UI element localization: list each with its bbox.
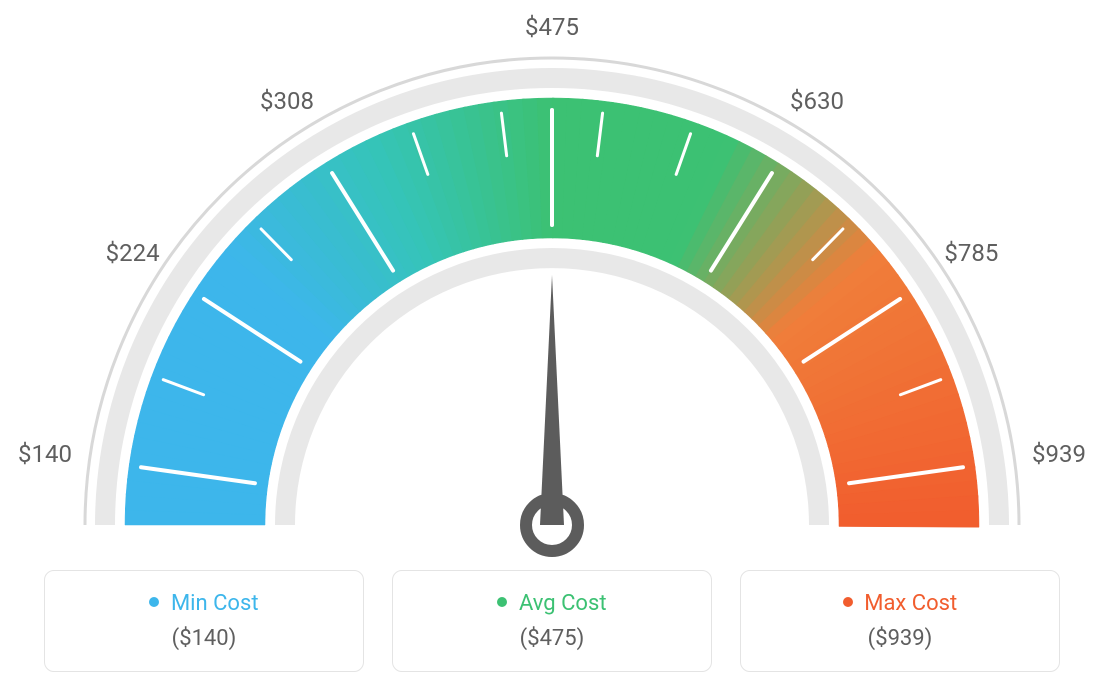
legend-max-card: Max Cost ($939)	[740, 570, 1060, 672]
gauge-tick-label: $630	[790, 87, 844, 115]
legend-max-dot	[843, 597, 853, 607]
gauge-tick-label: $939	[1032, 440, 1086, 468]
gauge-tick-label: $224	[106, 239, 160, 267]
gauge-svg	[0, 0, 1104, 560]
legend-max-label: Max Cost	[864, 591, 957, 616]
legend-max-title: Max Cost	[751, 591, 1049, 616]
cost-gauge: $140 $224 $308 $475 $630 $785 $939	[0, 0, 1104, 560]
legend-row: Min Cost ($140) Avg Cost ($475) Max Cost…	[0, 570, 1104, 672]
legend-avg-dot	[497, 597, 507, 607]
legend-avg-label: Avg Cost	[519, 591, 607, 616]
legend-min-dot	[149, 597, 159, 607]
gauge-tick-label: $785	[944, 239, 998, 267]
legend-min-value: ($140)	[55, 626, 353, 651]
legend-max-value: ($939)	[751, 626, 1049, 651]
gauge-tick-label: $475	[525, 13, 579, 41]
legend-avg-value: ($475)	[403, 626, 701, 651]
legend-avg-title: Avg Cost	[403, 591, 701, 616]
legend-min-label: Min Cost	[171, 591, 259, 616]
legend-avg-card: Avg Cost ($475)	[392, 570, 712, 672]
gauge-tick-label: $308	[260, 87, 314, 115]
legend-min-title: Min Cost	[55, 591, 353, 616]
legend-min-card: Min Cost ($140)	[44, 570, 364, 672]
gauge-tick-label: $140	[18, 440, 72, 468]
